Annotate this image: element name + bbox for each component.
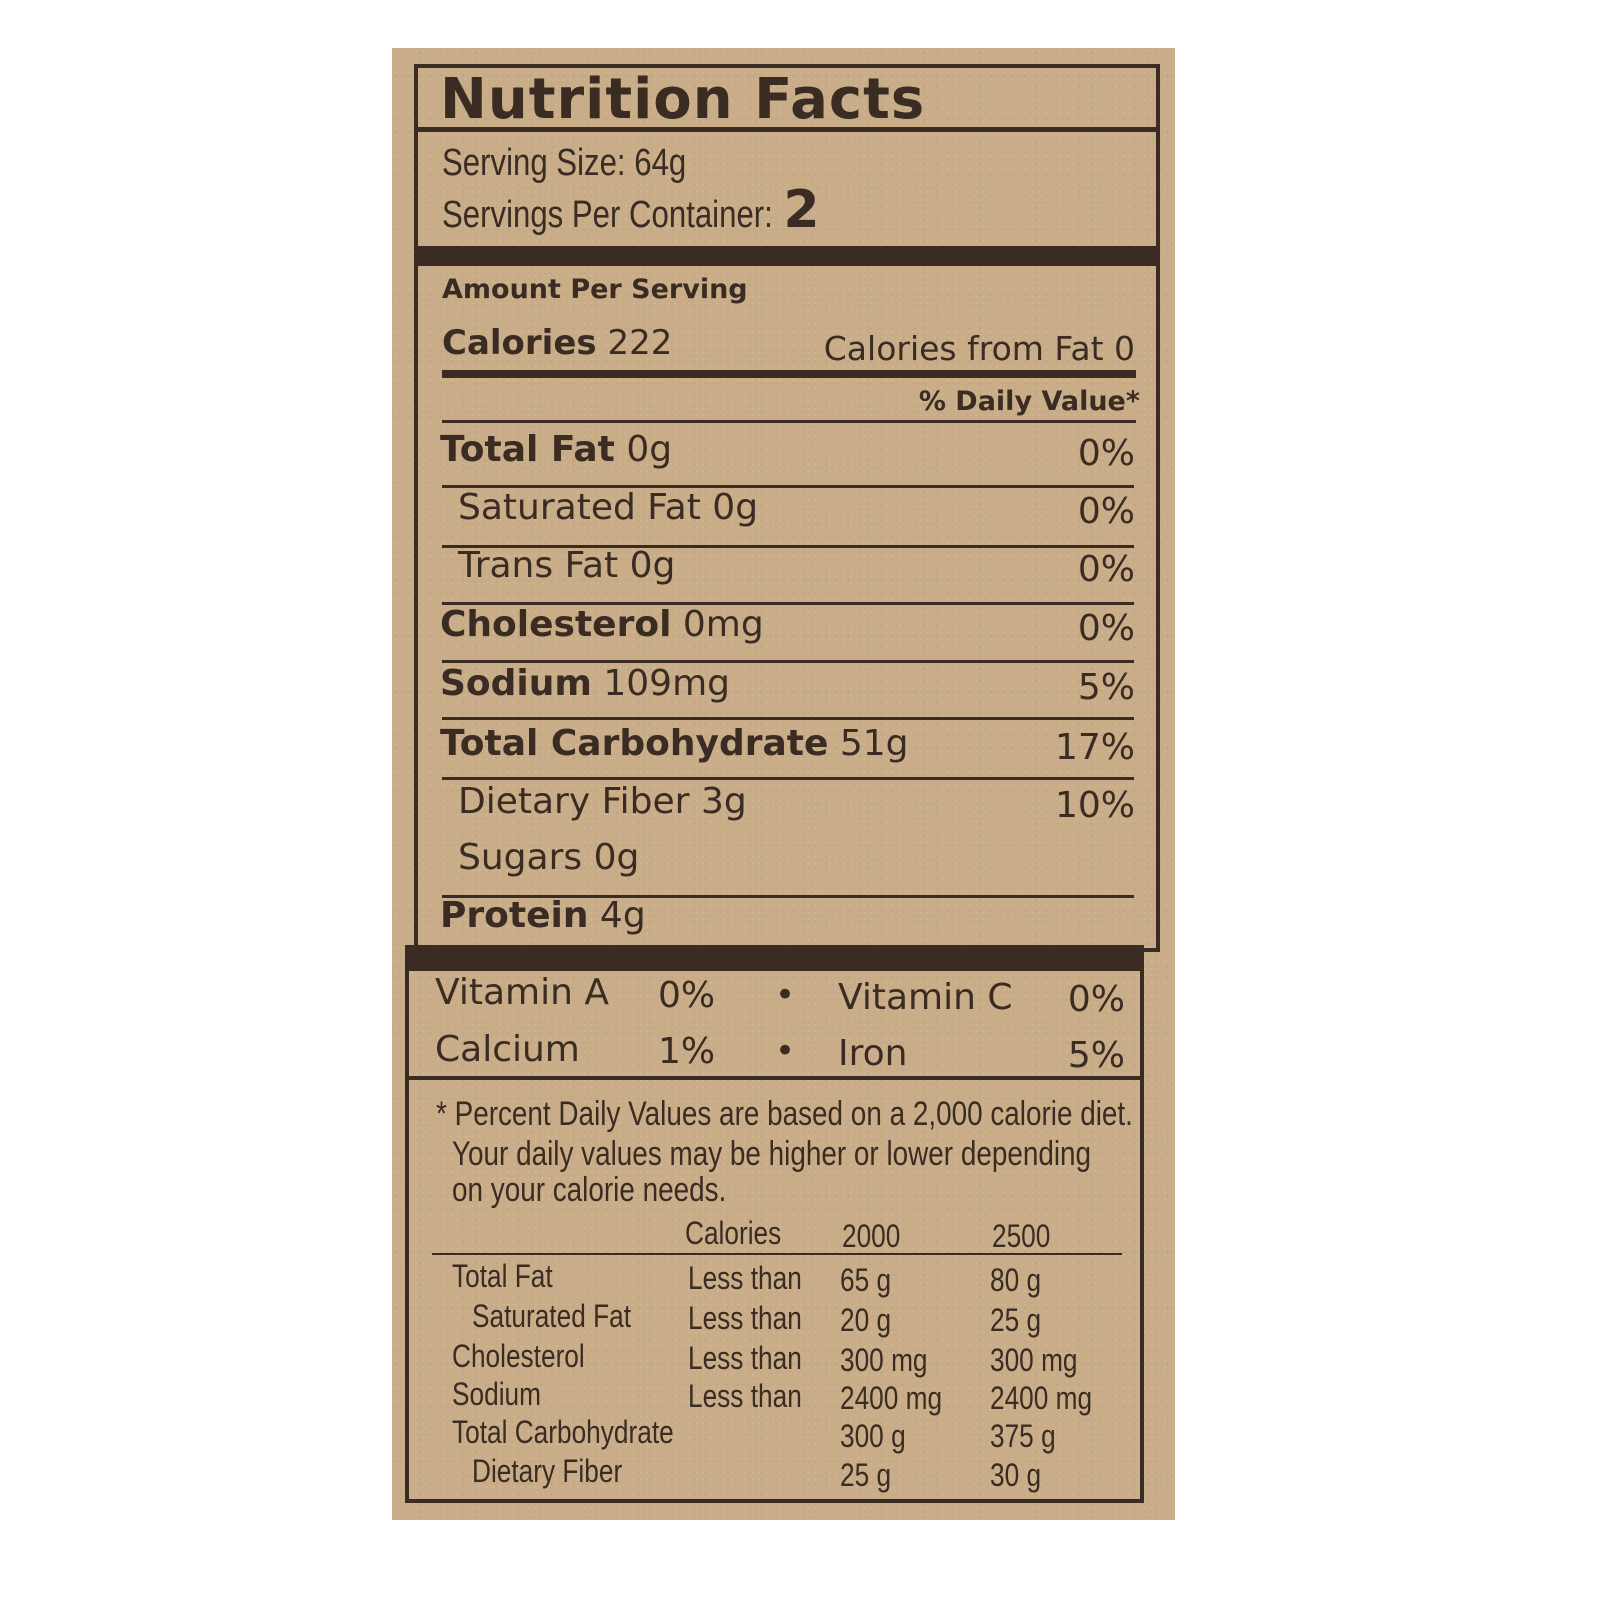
ref-row-name: Total Carbohydrate <box>452 1414 674 1450</box>
nutrient-name: Trans Fat <box>458 545 619 586</box>
nutrient-name: Total Carbohydrate <box>440 723 829 764</box>
divider <box>416 127 1156 132</box>
ref-row-2000: 25 g <box>840 1457 892 1493</box>
nutrient-row: Sugars 0g <box>458 840 639 876</box>
divider <box>432 1253 1122 1255</box>
nutrient-amount: 0g <box>629 545 676 586</box>
thick-divider <box>408 945 1144 971</box>
ref-row-qualifier: Less than <box>688 1378 802 1414</box>
ref-row-name: Sodium <box>452 1376 541 1412</box>
ref-row-qualifier: Less than <box>688 1260 802 1296</box>
nutrient-amount: 0g <box>593 837 640 878</box>
nutrient-amount: 51g <box>839 723 909 764</box>
nutrient-amount: 4g <box>599 895 646 936</box>
footnote-line: Your daily values may be higher or lower… <box>452 1135 1092 1173</box>
calories-from-fat: Calories from Fat 0 <box>823 329 1135 368</box>
nutrient-amount: 0mg <box>682 604 764 645</box>
calories-label: Calories <box>442 323 597 363</box>
bullet: • <box>775 975 796 1015</box>
divider <box>442 485 1134 488</box>
thick-divider <box>416 246 1156 266</box>
nutrient-name: Dietary Fiber <box>458 781 690 822</box>
nutrient-row: Cholesterol 0mg <box>440 607 764 643</box>
divider <box>442 420 1136 423</box>
ref-row-2500: 30 g <box>990 1457 1042 1493</box>
kraft-package-panel <box>392 48 1175 1520</box>
ref-row-2000: 65 g <box>840 1262 892 1298</box>
ref-row-2500: 2400 mg <box>990 1380 1093 1416</box>
nutrient-name: Total Fat <box>440 429 615 470</box>
vitamin-a-dv: 0% <box>658 975 716 1016</box>
nutrient-dv: 17% <box>1054 727 1135 768</box>
servings-value: 2 <box>783 180 820 240</box>
nutrient-dv: 5% <box>1077 667 1135 708</box>
divider <box>442 895 1134 898</box>
nutrient-dv: 0% <box>1077 491 1135 532</box>
ref-row-name: Cholesterol <box>452 1338 585 1374</box>
nutrient-dv: 10% <box>1054 785 1135 826</box>
divider <box>442 545 1134 548</box>
ref-row-2500: 25 g <box>990 1302 1042 1338</box>
title: Nutrition Facts <box>440 67 926 132</box>
divider <box>442 602 1134 605</box>
ref-header-calories: Calories <box>685 1215 782 1251</box>
nutrient-name: Saturated Fat <box>458 487 701 528</box>
divider <box>442 717 1134 720</box>
nutrient-row: Sodium 109mg <box>440 666 730 702</box>
nutrient-name: Sugars <box>458 837 583 878</box>
ref-row-qualifier: Less than <box>688 1340 802 1376</box>
vitamin-a-label: Vitamin A <box>435 972 609 1013</box>
footnote-line: on your calorie needs. <box>452 1171 727 1209</box>
nutrient-name: Sodium <box>440 663 592 704</box>
medium-divider <box>442 370 1136 378</box>
calories-row: Calories 222 <box>442 326 672 360</box>
ref-header-2000: 2000 <box>842 1218 901 1254</box>
divider <box>442 660 1134 663</box>
ref-row-name: Saturated Fat <box>472 1298 631 1334</box>
nutrient-dv: 0% <box>1077 549 1135 590</box>
bullet: • <box>775 1031 796 1071</box>
nutrient-row: Dietary Fiber 3g <box>458 784 747 820</box>
calcium-dv: 1% <box>658 1031 716 1072</box>
iron: Iron <box>838 1033 908 1074</box>
nutrient-amount: 109mg <box>603 663 731 704</box>
daily-value-header: % Daily Value* <box>918 386 1140 417</box>
serving-size: Serving Size: 64g <box>442 142 687 184</box>
ref-row-qualifier: Less than <box>688 1300 802 1336</box>
vitamin-c-dv: 0% <box>1067 979 1125 1020</box>
calcium: Calcium <box>435 1029 580 1070</box>
nutrient-amount: 0g <box>626 429 673 470</box>
servings-label: Servings Per Container: <box>442 194 773 236</box>
nutrient-row: Total Fat 0g <box>440 432 672 468</box>
nutrient-name: Cholesterol <box>440 604 672 645</box>
ref-header-2500: 2500 <box>992 1218 1051 1254</box>
servings-per-container: Servings Per Container: 2 <box>442 184 820 236</box>
nutrient-row: Total Carbohydrate 51g <box>440 726 909 762</box>
nutrient-dv: 0% <box>1077 433 1135 474</box>
nutrient-row: Saturated Fat 0g <box>458 490 758 526</box>
amount-per-serving: Amount Per Serving <box>442 274 748 305</box>
ref-row-2000: 300 mg <box>840 1342 928 1378</box>
calories-value: 222 <box>607 323 673 363</box>
vitamin-a: Vitamin A <box>435 975 609 1011</box>
nutrient-name: Protein <box>440 895 589 936</box>
ref-row-name: Dietary Fiber <box>472 1453 623 1489</box>
vitamin-c: Vitamin C <box>838 977 1013 1018</box>
ref-row-2000: 20 g <box>840 1302 892 1338</box>
ref-row-2500: 80 g <box>990 1262 1042 1298</box>
iron-dv: 5% <box>1067 1035 1125 1076</box>
ref-row-2500: 300 mg <box>990 1342 1078 1378</box>
ref-row-2000: 300 g <box>840 1418 906 1454</box>
nutrient-amount: 0g <box>712 487 759 528</box>
nutrient-row: Protein 4g <box>440 898 646 934</box>
divider <box>408 1076 1140 1080</box>
nutrient-amount: 3g <box>700 781 747 822</box>
footnote-line: * Percent Daily Values are based on a 2,… <box>436 1095 1133 1133</box>
divider <box>442 777 1134 780</box>
nutrient-row: Trans Fat 0g <box>458 548 675 584</box>
ref-row-2500: 375 g <box>990 1418 1056 1454</box>
nutrient-dv: 0% <box>1077 608 1135 649</box>
ref-row-2000: 2400 mg <box>840 1380 943 1416</box>
ref-row-name: Total Fat <box>452 1258 553 1294</box>
